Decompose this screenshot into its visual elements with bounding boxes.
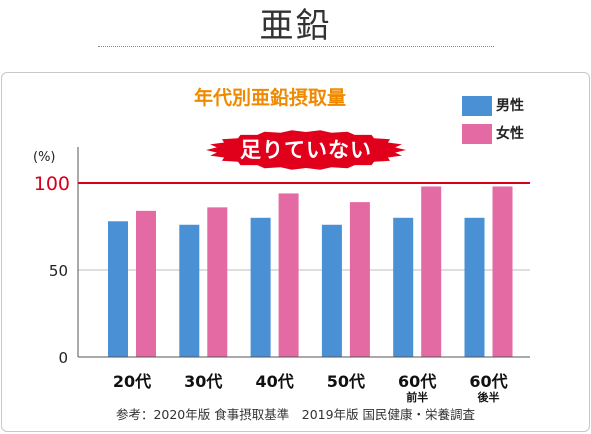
bar-female <box>349 202 370 357</box>
category-label: 40代 <box>255 372 293 391</box>
bar-female <box>492 186 513 357</box>
category-sublabel: 前半 <box>406 390 428 404</box>
bar-male <box>393 217 414 357</box>
legend-swatch-male <box>462 96 492 116</box>
y-tick-label: 0 <box>58 349 68 367</box>
category-label: 20代 <box>113 372 151 391</box>
bar-male <box>108 221 128 357</box>
category-label: 30代 <box>184 372 222 391</box>
category-label: 50代 <box>327 372 365 391</box>
y-tick-label: 100 <box>34 173 70 195</box>
legend-label-male: 男性 <box>496 98 524 114</box>
bar-male <box>179 224 200 357</box>
footer-reference-note: 参考：2020年版 食事摂取基準 2019年版 国民健康・栄養調査 <box>115 407 476 422</box>
bar-male <box>250 217 271 357</box>
y-tick-label: 50 <box>49 262 68 280</box>
category-label: 60代 <box>398 372 436 391</box>
legend-item-male: 男性 <box>462 96 524 116</box>
callout-badge: 足りていない <box>206 130 406 170</box>
y-axis-unit-label: (%) <box>33 150 56 165</box>
page-title: 亜鉛 <box>259 6 332 46</box>
bar-female <box>136 210 156 357</box>
legend-item-female: 女性 <box>462 124 524 144</box>
legend-label-female: 女性 <box>496 126 524 142</box>
category-label: 60代 <box>469 372 507 391</box>
title-divider <box>98 46 494 47</box>
bar-female <box>278 193 299 357</box>
bar-male <box>321 224 342 357</box>
callout-badge-text: 足りていない <box>240 138 372 162</box>
chart-title: 年代別亜鉛摂取量 <box>193 87 346 109</box>
bar-male <box>464 217 485 357</box>
legend-swatch-female <box>462 124 492 144</box>
callout-badge-shape <box>206 130 406 170</box>
bar-female <box>421 186 442 357</box>
category-sublabel: 後半 <box>478 390 500 404</box>
bar-female <box>207 207 228 357</box>
